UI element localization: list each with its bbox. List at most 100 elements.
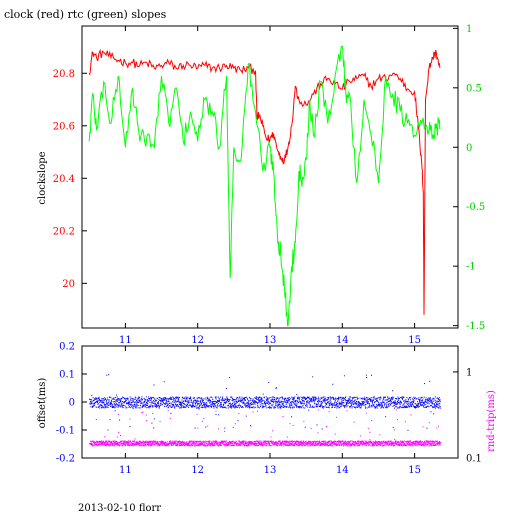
bottom-point (155, 402, 157, 404)
bottom-point (242, 403, 244, 404)
bottom-point (152, 443, 154, 445)
bottom-point (135, 441, 137, 443)
bottom-point (286, 436, 288, 438)
bottom-point (300, 442, 302, 444)
bottom-point (301, 397, 303, 399)
bottom-point (348, 398, 350, 399)
bottom-point (255, 406, 257, 408)
bottom-point (127, 398, 128, 400)
bottom-point (317, 441, 319, 443)
bottom-point (192, 442, 194, 444)
bottom-point (409, 397, 411, 399)
bottom-point (152, 405, 154, 407)
top-y-right-tick-label: 0 (466, 143, 472, 154)
bottom-point (345, 400, 347, 402)
bottom-point (319, 442, 321, 444)
bottom-point (231, 405, 233, 407)
bottom-point (374, 398, 376, 400)
bottom-point (153, 397, 155, 399)
bottom-point (143, 445, 145, 446)
bottom-point (262, 403, 264, 405)
bottom-point (430, 399, 432, 401)
bottom-point (226, 401, 228, 403)
bottom-point (402, 403, 404, 405)
bottom-point (122, 396, 124, 398)
bottom-point (379, 398, 381, 400)
bottom-point (302, 398, 304, 400)
bottom-point (90, 406, 92, 408)
bottom-point (239, 400, 241, 402)
bottom-point (425, 441, 427, 443)
bottom-point (367, 397, 369, 399)
bottom-point (100, 400, 102, 402)
bottom-point (249, 399, 251, 401)
bottom-point (386, 406, 388, 408)
bottom-point (405, 444, 407, 446)
bottom-point (277, 401, 279, 403)
bottom-point (189, 440, 191, 442)
bottom-point (315, 403, 317, 405)
bottom-point (313, 406, 315, 408)
bottom-point (291, 401, 293, 403)
bottom-point (180, 441, 182, 443)
bottom-point (266, 407, 268, 409)
bottom-point (98, 441, 100, 443)
bottom-point (149, 406, 150, 408)
bottom-point (410, 414, 412, 416)
bottom-point (339, 407, 341, 409)
bottom-point (266, 400, 268, 402)
bottom-point (401, 441, 402, 443)
bottom-point (428, 400, 429, 401)
bottom-point (432, 443, 434, 445)
bottom-point (300, 402, 302, 404)
bottom-point (151, 402, 153, 404)
bottom-point (347, 441, 349, 443)
bottom-point (232, 404, 234, 406)
bottom-point (275, 401, 277, 403)
bottom-point (312, 441, 314, 443)
bottom-point (313, 397, 315, 399)
bottom-point (423, 445, 425, 447)
bottom-point (340, 399, 342, 401)
bottom-point (367, 441, 369, 443)
bottom-point (310, 442, 312, 444)
bottom-point (194, 399, 196, 401)
bottom-point (367, 402, 369, 404)
bottom-point (163, 403, 165, 405)
bottom-point (341, 443, 343, 445)
bottom-point (352, 406, 354, 407)
bottom-point (222, 396, 224, 398)
bottom-point (328, 411, 330, 413)
bottom-point (321, 402, 323, 404)
bottom-point (269, 443, 270, 445)
bottom-point (434, 403, 435, 405)
bottom-point (342, 442, 344, 444)
bottom-point (147, 406, 149, 408)
bottom-point (193, 441, 195, 443)
bottom-point (235, 407, 237, 409)
bottom-point (237, 443, 239, 445)
bottom-point (220, 443, 222, 445)
bottom-point (284, 399, 286, 401)
bottom-point (242, 399, 244, 401)
bottom-point (208, 443, 210, 445)
top-y-right-tick-label: -1 (466, 262, 476, 273)
bottom-point (229, 443, 231, 445)
bottom-point (93, 405, 95, 407)
bottom-point (395, 441, 397, 443)
bottom-point (258, 442, 260, 444)
bottom-point (363, 401, 365, 403)
bottom-point (370, 399, 372, 401)
bottom-point (439, 441, 441, 443)
bottom-point (295, 403, 297, 405)
bottom-point (283, 443, 285, 444)
bottom-point (281, 396, 283, 398)
bottom-point (147, 442, 149, 444)
bottom-point (200, 443, 202, 445)
bottom-point (396, 406, 398, 408)
bottom-point (376, 404, 378, 406)
bottom-point (290, 443, 292, 445)
bottom-x-tick-label: 15 (408, 465, 421, 476)
bottom-point (411, 444, 413, 446)
bottom-point (357, 404, 359, 406)
